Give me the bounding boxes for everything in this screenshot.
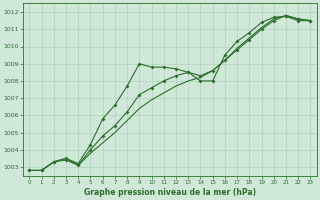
X-axis label: Graphe pression niveau de la mer (hPa): Graphe pression niveau de la mer (hPa) [84, 188, 256, 197]
